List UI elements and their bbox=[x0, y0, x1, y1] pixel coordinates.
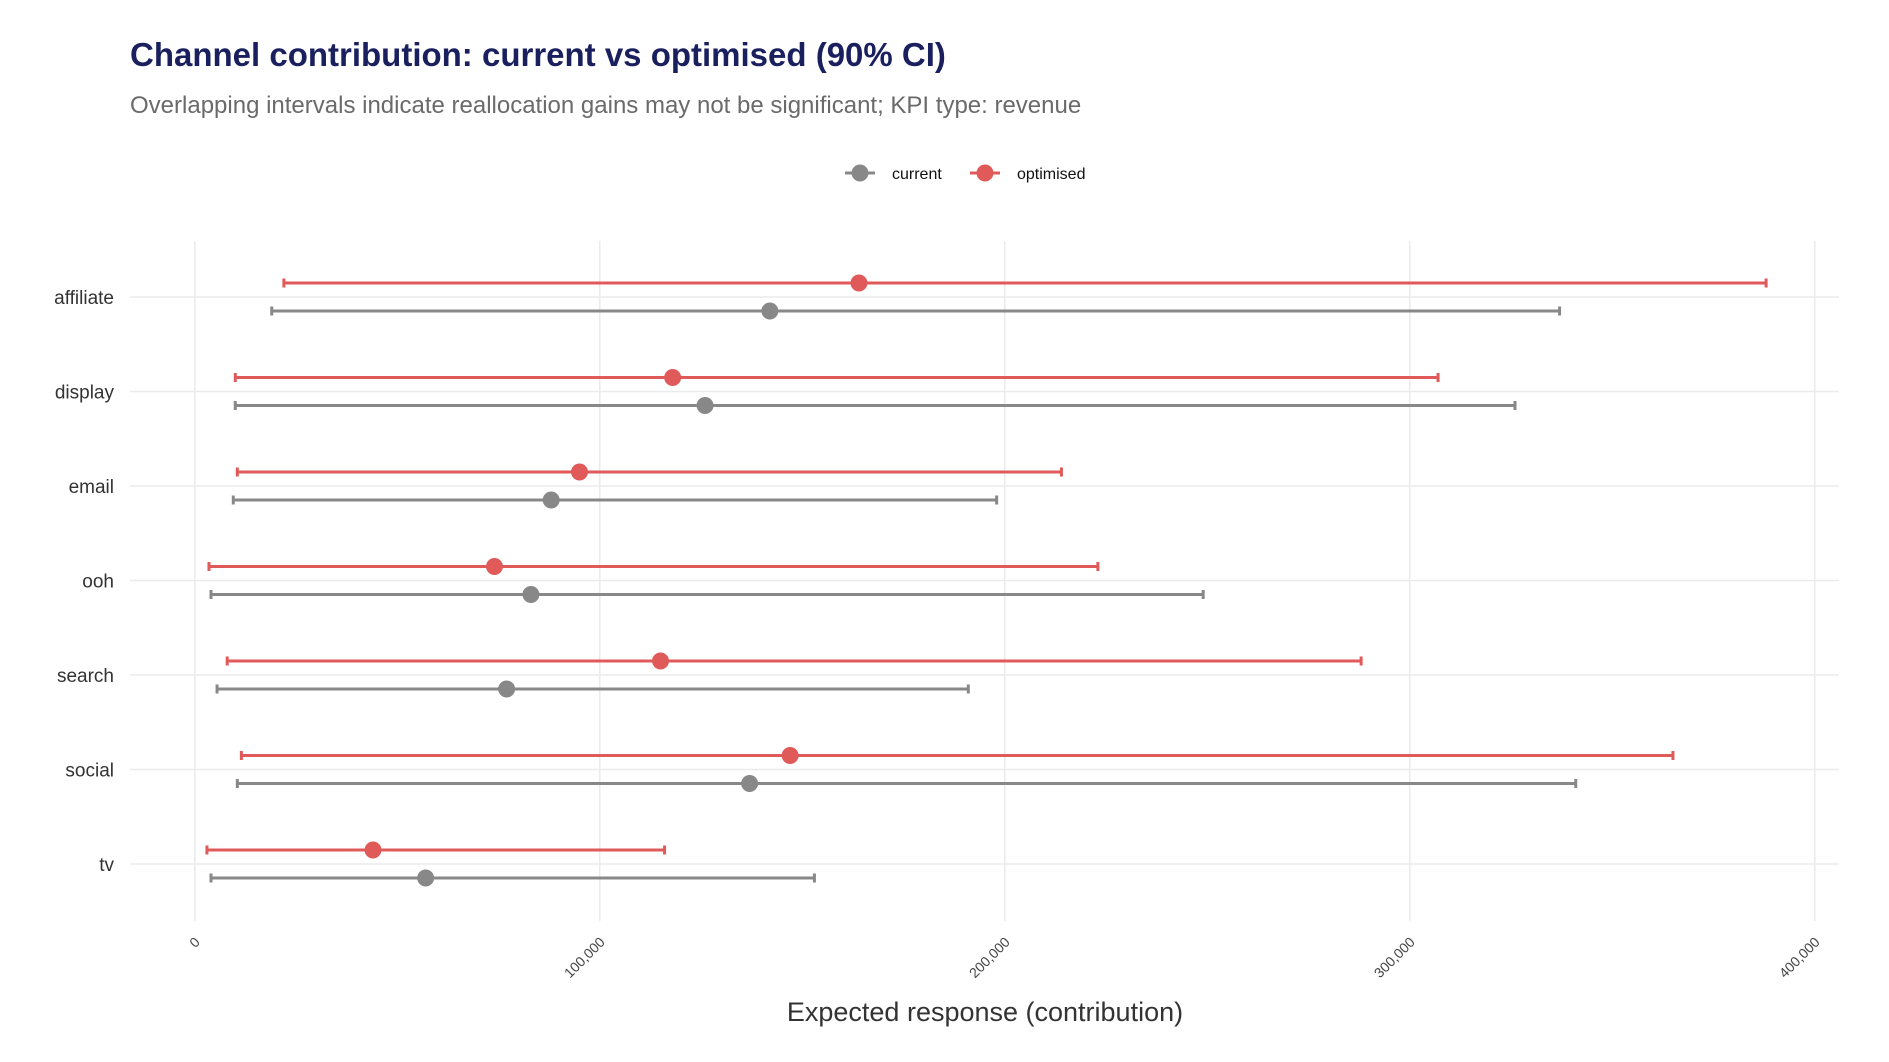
point-estimate bbox=[761, 302, 779, 320]
point-estimate bbox=[664, 369, 682, 386]
category-label: ooh bbox=[82, 572, 114, 593]
point-estimate bbox=[498, 680, 516, 698]
point-estimate bbox=[364, 841, 382, 859]
point-estimate bbox=[417, 869, 435, 887]
point-estimate bbox=[781, 747, 799, 764]
point-estimate bbox=[741, 775, 759, 792]
legend-key-point bbox=[851, 164, 869, 182]
category-label: affiliate bbox=[54, 288, 114, 309]
category-labels: affiliate display email ooh search social tv bbox=[54, 288, 114, 876]
x-tick-labels: 0 100,000 200,000 300,000 400,000 bbox=[186, 934, 1823, 981]
x-tick-label: 300,000 bbox=[1371, 934, 1418, 981]
point-estimate bbox=[522, 586, 540, 603]
point-estimate bbox=[571, 463, 589, 481]
category-label: display bbox=[55, 383, 115, 404]
point-estimate bbox=[652, 652, 670, 670]
x-tick-label: 400,000 bbox=[1776, 934, 1823, 981]
point-estimate bbox=[850, 274, 868, 292]
legend-label: optimised bbox=[1017, 166, 1085, 183]
point-estimate bbox=[485, 558, 503, 575]
interval-marks bbox=[205, 274, 1768, 887]
legend: current optimised bbox=[845, 164, 1085, 183]
legend-label: current bbox=[892, 166, 942, 183]
point-estimate bbox=[696, 397, 714, 414]
x-axis-title: Expected response (contribution) bbox=[787, 997, 1183, 1027]
chart-title: Channel contribution: current vs optimis… bbox=[130, 36, 946, 73]
grid-lines bbox=[130, 241, 1839, 921]
chart-subtitle: Overlapping intervals indicate reallocat… bbox=[130, 92, 1082, 119]
x-tick-label: 100,000 bbox=[561, 934, 608, 981]
category-label: email bbox=[69, 477, 114, 498]
category-label: social bbox=[65, 761, 114, 782]
x-tick-label: 0 bbox=[186, 934, 203, 951]
x-tick-label: 200,000 bbox=[966, 934, 1013, 981]
category-label: search bbox=[57, 666, 114, 687]
point-estimate bbox=[542, 491, 560, 509]
legend-key-point bbox=[976, 164, 994, 182]
category-label: tv bbox=[99, 855, 114, 876]
